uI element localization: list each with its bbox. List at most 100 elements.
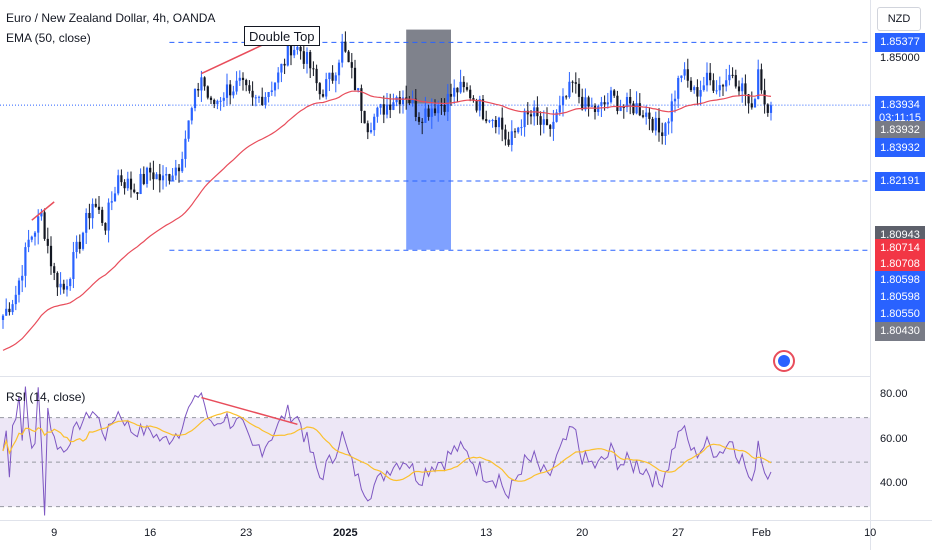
candle <box>337 59 341 85</box>
candle <box>504 124 507 146</box>
rsi-axis-label: 80.00 <box>880 388 908 401</box>
candle <box>145 166 149 188</box>
candle <box>568 72 571 99</box>
time-axis-label: 2025 <box>333 527 358 539</box>
candle <box>40 208 43 221</box>
candle <box>161 165 165 190</box>
candle <box>408 96 411 106</box>
candle <box>600 96 603 118</box>
candle <box>689 77 693 93</box>
candle <box>437 100 440 122</box>
candle <box>661 122 664 145</box>
candle <box>597 104 600 116</box>
candle <box>136 192 139 200</box>
candle <box>709 63 712 86</box>
candle <box>488 119 491 124</box>
blue-zone-box <box>406 103 451 250</box>
candle <box>478 95 481 117</box>
candle <box>715 80 718 95</box>
candle <box>593 103 597 120</box>
candle <box>305 47 309 74</box>
price-badge: 1.80550 <box>875 304 925 324</box>
candle <box>104 222 107 235</box>
candle <box>59 272 62 295</box>
candle <box>277 67 280 90</box>
candle <box>533 100 536 126</box>
candle <box>462 76 465 93</box>
symbol-title: Euro / New Zealand Dollar, 4h, OANDA <box>6 11 216 25</box>
candle <box>389 93 392 119</box>
price-badge: 1.80714 <box>875 238 925 258</box>
candle <box>469 85 472 102</box>
candle <box>334 72 337 93</box>
ema-line <box>2 90 772 351</box>
candle <box>625 92 629 113</box>
candle <box>376 106 379 123</box>
currency-button[interactable]: NZD <box>877 7 921 31</box>
candle <box>587 95 590 117</box>
candle <box>264 92 267 109</box>
candle <box>427 104 430 121</box>
candle <box>725 68 728 92</box>
price-badge: 1.85377 <box>875 32 925 52</box>
double-top-annotation[interactable]: Double Top <box>244 26 320 46</box>
rsi-ma-line <box>2 411 772 482</box>
candle <box>651 116 654 133</box>
candle <box>203 76 206 91</box>
candle <box>91 198 94 229</box>
time-axis-label: 23 <box>240 527 253 539</box>
candle <box>664 122 667 145</box>
candle <box>686 58 689 88</box>
candle <box>85 208 88 245</box>
candle <box>449 83 453 106</box>
candle <box>219 96 222 111</box>
candle <box>683 62 686 80</box>
candle <box>158 163 161 193</box>
candle <box>56 271 59 296</box>
candle <box>753 97 757 108</box>
ema-indicator-label[interactable]: EMA (50, close) <box>6 31 91 45</box>
rsi-indicator-label[interactable]: RSI (14, close) <box>6 390 86 404</box>
candle <box>254 94 257 107</box>
candle <box>510 120 513 152</box>
candle <box>49 236 53 275</box>
candle <box>549 123 552 137</box>
candle <box>53 262 56 281</box>
candle <box>440 98 443 115</box>
candle <box>481 94 485 121</box>
candle <box>712 73 715 94</box>
candle <box>168 173 171 185</box>
candle <box>11 299 14 315</box>
candle <box>414 89 417 122</box>
candle <box>328 72 331 92</box>
candle <box>609 86 613 104</box>
candle <box>184 130 187 168</box>
candle <box>536 96 539 125</box>
price-badge: 1.80430 <box>875 321 925 341</box>
candle <box>142 166 145 186</box>
candle <box>369 122 373 134</box>
rsi-axis-label: 60.00 <box>880 432 908 445</box>
candle <box>728 64 731 86</box>
candle <box>581 88 584 111</box>
candle <box>379 103 382 115</box>
candle <box>222 92 225 108</box>
candle <box>315 64 318 91</box>
candle <box>216 99 219 110</box>
candle <box>465 82 469 92</box>
candle <box>209 95 213 104</box>
candle <box>734 69 737 89</box>
candle <box>641 110 645 119</box>
candle <box>360 84 363 124</box>
candle <box>312 61 315 77</box>
candle <box>225 73 229 107</box>
candle <box>27 229 30 253</box>
candle <box>238 70 241 86</box>
candle <box>654 111 657 136</box>
price-badge: 1.80598 <box>875 270 925 290</box>
candle <box>75 235 78 259</box>
price-axis-label: 1.85000 <box>880 51 920 64</box>
candle <box>152 160 155 190</box>
candle <box>741 77 744 103</box>
